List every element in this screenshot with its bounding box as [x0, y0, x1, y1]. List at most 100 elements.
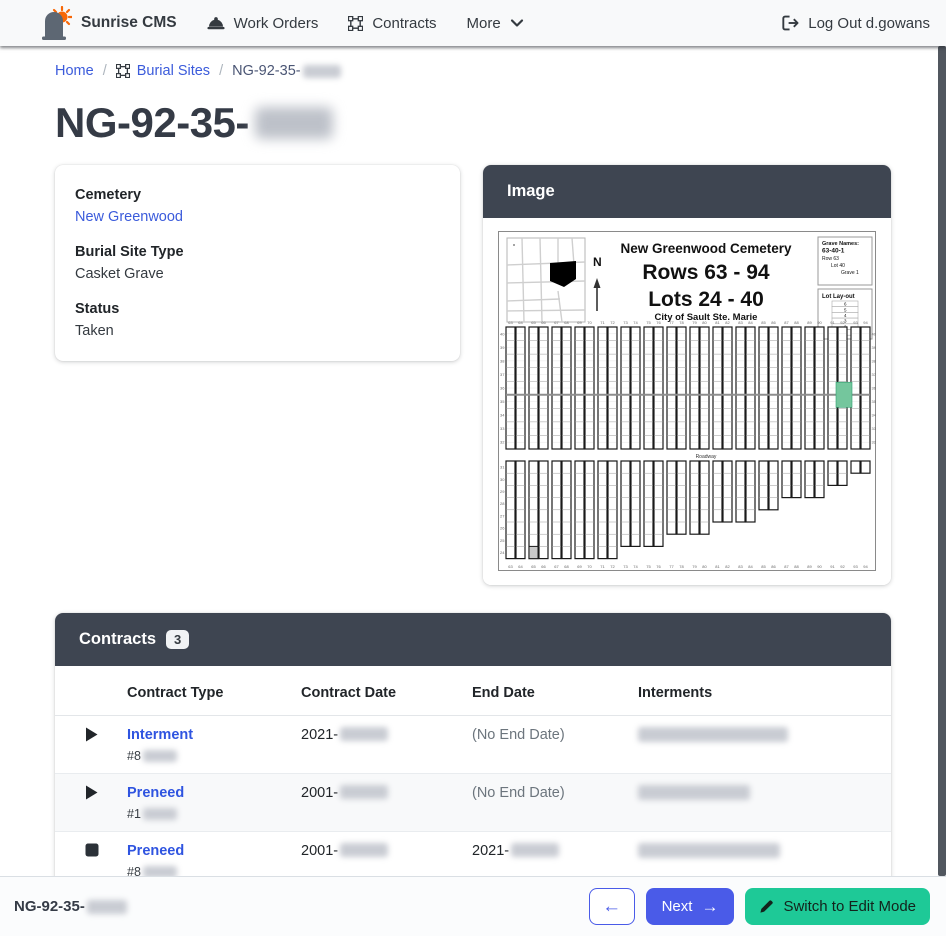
contract-number: #1: [127, 807, 301, 821]
svg-text:94: 94: [863, 320, 868, 325]
logout-icon: [782, 15, 799, 31]
svg-text:86: 86: [771, 320, 776, 325]
redacted-text: [638, 785, 750, 800]
scrollbar[interactable]: [938, 46, 946, 876]
svg-text:79: 79: [692, 564, 697, 569]
svg-text:85: 85: [761, 564, 766, 569]
column-header-contract-date: Contract Date: [301, 666, 472, 716]
svg-text:34: 34: [872, 413, 877, 418]
redacted-text: [340, 785, 389, 799]
svg-text:37: 37: [872, 372, 877, 377]
contract-type-link[interactable]: Preneed: [127, 843, 185, 859]
contracts-table: Contract Type Contract Date End Date Int…: [55, 666, 891, 876]
svg-text:29: 29: [500, 489, 505, 494]
contract-number: #8: [127, 749, 301, 763]
svg-text:Row 63: Row 63: [822, 256, 839, 262]
svg-text:70: 70: [587, 564, 592, 569]
svg-text:4: 4: [844, 313, 847, 318]
image-card: Image N New Greenwood Cemetery Rows 63 - 9…: [483, 165, 891, 585]
svg-text:33: 33: [500, 426, 505, 431]
svg-text:66: 66: [541, 564, 546, 569]
logout-button[interactable]: Log Out d.gowans: [782, 15, 930, 32]
redacted-text: [638, 843, 780, 858]
svg-text:67: 67: [554, 564, 559, 569]
column-header-end-date: End Date: [472, 666, 638, 716]
brand-title: Sunrise CMS: [81, 14, 177, 31]
svg-text:89: 89: [807, 564, 812, 569]
svg-text:Rows 63 - 94: Rows 63 - 94: [642, 261, 770, 284]
nav-work-orders[interactable]: Work Orders: [207, 15, 318, 32]
svg-text:73: 73: [623, 320, 628, 325]
svg-text:83: 83: [738, 564, 743, 569]
cemetery-label: Cemetery: [75, 187, 142, 203]
contract-type-link[interactable]: Interment: [127, 727, 194, 743]
interments: [638, 716, 891, 774]
svg-text:86: 86: [771, 564, 776, 569]
svg-text:Lots 24 - 40: Lots 24 - 40: [648, 288, 764, 311]
svg-text:70: 70: [587, 320, 592, 325]
contracts-card: Contracts 3 Contract Type Contract Date …: [55, 613, 891, 876]
column-header-interments: Interments: [638, 666, 891, 716]
svg-text:63: 63: [508, 564, 513, 569]
svg-text:35: 35: [500, 399, 505, 404]
svg-text:90: 90: [817, 564, 822, 569]
svg-text:77: 77: [669, 320, 674, 325]
contract-date: 2001-: [301, 832, 472, 877]
svg-text:30: 30: [500, 477, 505, 482]
cemetery-link[interactable]: New Greenwood: [75, 209, 183, 225]
breadcrumb-burial-sites-label: Burial Sites: [136, 63, 211, 79]
svg-text:69: 69: [577, 564, 582, 569]
edit-mode-label: Switch to Edit Mode: [783, 898, 916, 915]
switch-to-edit-mode-button[interactable]: Switch to Edit Mode: [745, 888, 930, 925]
svg-text:79: 79: [692, 320, 697, 325]
svg-text:75: 75: [646, 564, 651, 569]
footer-bar: NG-92-35- ← Next → Switch to Edit Mode: [0, 876, 946, 936]
breadcrumb: Home / Burial Sites /: [55, 63, 891, 79]
svg-text:77: 77: [669, 564, 674, 569]
end-date: (No End Date): [472, 727, 565, 743]
redacted-text: [142, 808, 177, 820]
back-button[interactable]: ←: [588, 888, 635, 925]
svg-text:38: 38: [500, 358, 505, 363]
nav-items: Work Orders Contracts More: [207, 15, 524, 32]
redacted-text: [340, 843, 389, 857]
redacted-text: [638, 727, 788, 742]
nav-more[interactable]: More: [467, 15, 524, 32]
contract-row: Preneed #1 2001- (No End Date): [55, 773, 891, 832]
svg-text:92: 92: [840, 564, 845, 569]
svg-text:68: 68: [564, 320, 569, 325]
arrow-left-icon: ←: [602, 895, 622, 917]
svg-text:39: 39: [872, 345, 877, 350]
next-button[interactable]: Next →: [645, 888, 735, 925]
svg-text:33: 33: [872, 426, 877, 431]
brand[interactable]: Sunrise CMS: [40, 6, 177, 40]
contract-number: #8: [127, 865, 301, 876]
svg-text:City of Sault Ste. Marie: City of Sault Ste. Marie: [655, 312, 758, 323]
interments: [638, 774, 891, 832]
svg-text:75: 75: [646, 320, 651, 325]
contract-type-link[interactable]: Preneed: [127, 785, 185, 801]
svg-text:69: 69: [577, 320, 582, 325]
svg-text:87: 87: [784, 320, 789, 325]
svg-text:28: 28: [500, 501, 505, 506]
breadcrumb-home-link[interactable]: Home: [55, 63, 94, 79]
nav-contracts[interactable]: Contracts: [348, 15, 437, 32]
svg-text:65: 65: [531, 320, 536, 325]
svg-text:32: 32: [500, 440, 505, 445]
svg-text:81: 81: [715, 320, 720, 325]
svg-text:35: 35: [872, 399, 877, 404]
svg-text:37: 37: [500, 372, 505, 377]
svg-text:82: 82: [725, 564, 730, 569]
svg-text:32: 32: [872, 440, 877, 445]
logout-label: Log Out d.gowans: [808, 14, 930, 32]
breadcrumb-separator: /: [219, 63, 224, 79]
svg-text:25: 25: [500, 538, 505, 543]
svg-text:36: 36: [872, 386, 877, 391]
svg-text:66: 66: [541, 320, 546, 325]
breadcrumb-burial-sites-link[interactable]: Burial Sites: [115, 63, 211, 79]
svg-text:68: 68: [564, 564, 569, 569]
burial-site-type-label: Burial Site Type: [75, 244, 184, 260]
svg-text:63-40-1: 63-40-1: [822, 248, 845, 255]
redacted-text: [511, 843, 560, 857]
redacted-text: [302, 64, 341, 78]
